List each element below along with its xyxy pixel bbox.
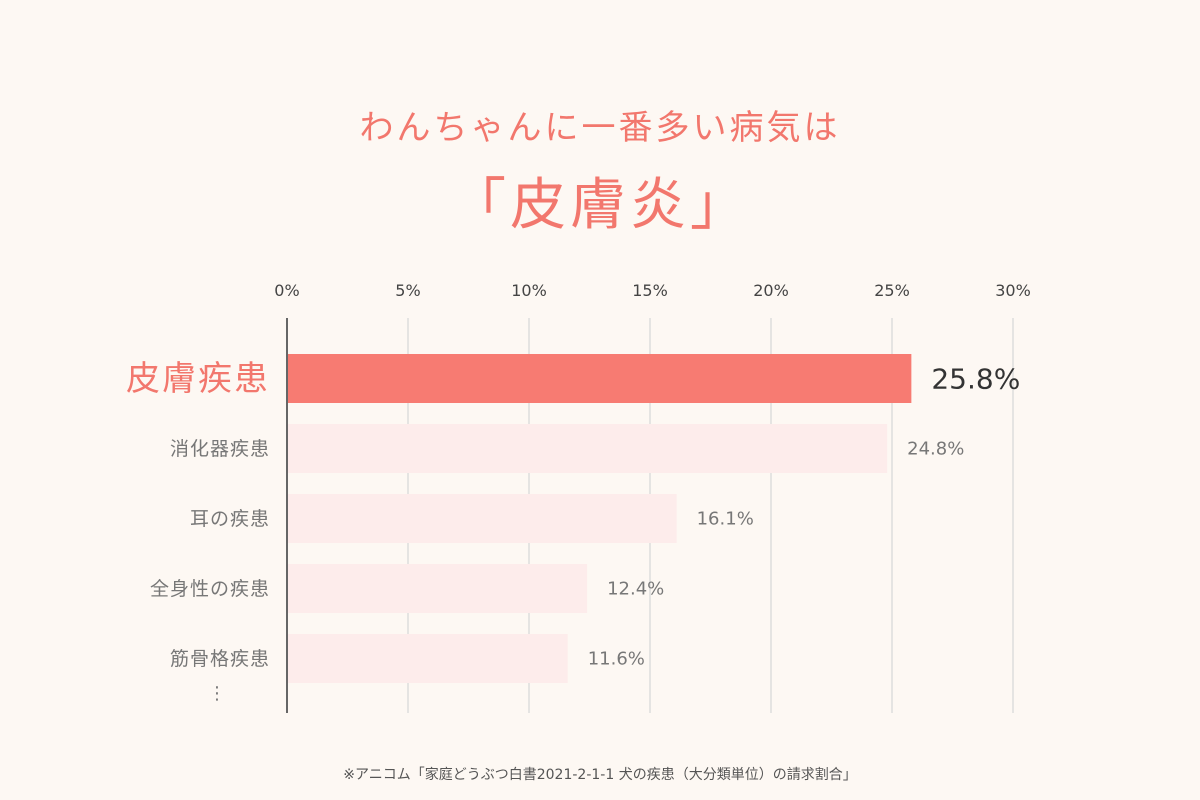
x-tick-label: 15%: [632, 281, 668, 300]
source-note: ※アニコム「家庭どうぶつ白書2021-2-1-1 犬の疾患（大分類単位）の請求割…: [343, 767, 857, 783]
value-label: 11.6%: [588, 649, 645, 670]
bar: [287, 424, 888, 473]
value-label: 25.8%: [931, 363, 1020, 396]
category-label: 皮膚疾患: [126, 359, 270, 399]
x-tick-label: 30%: [995, 281, 1031, 300]
value-label: 16.1%: [697, 509, 754, 530]
x-tick-label: 25%: [874, 281, 910, 300]
x-tick-label: 20%: [753, 281, 789, 300]
category-label: 筋骨格疾患: [170, 648, 270, 670]
x-tick-label: 5%: [395, 281, 420, 300]
bar: [287, 564, 588, 613]
category-label: 全身性の疾患: [150, 578, 270, 600]
chart-subtitle: 「皮膚炎」: [450, 173, 750, 238]
category-label: 消化器疾患: [170, 438, 270, 460]
bar: [287, 354, 912, 403]
category-label: 耳の疾患: [190, 508, 270, 530]
chart-title: わんちゃんに一番多い病気は: [359, 108, 841, 148]
bar: [287, 494, 677, 543]
bar: [287, 634, 568, 683]
value-label: 24.8%: [907, 439, 964, 460]
x-tick-label: 0%: [274, 281, 299, 300]
x-tick-label: 10%: [511, 281, 547, 300]
more-categories-indicator: ⋮: [208, 683, 226, 704]
value-label: 12.4%: [607, 579, 664, 600]
